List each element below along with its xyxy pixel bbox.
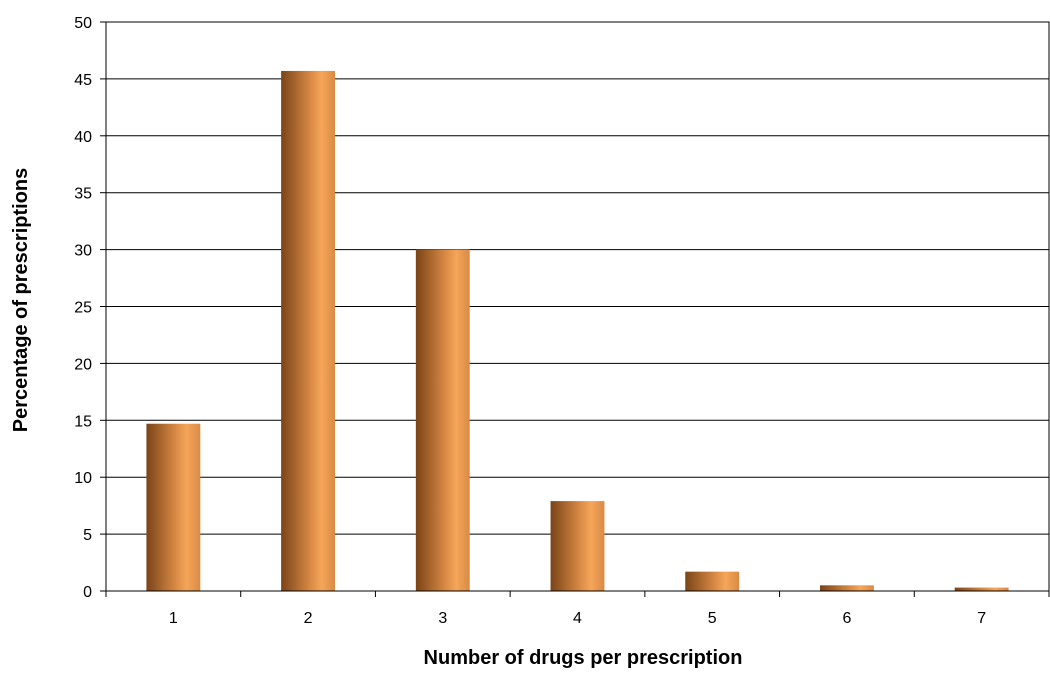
y-tick-label: 50 xyxy=(74,15,92,32)
x-tick-label: 2 xyxy=(304,610,313,627)
bar xyxy=(415,249,470,591)
y-tick-label: 20 xyxy=(74,356,92,373)
y-axis-title: Percentage of prescriptions xyxy=(10,168,32,433)
bar xyxy=(685,571,740,591)
x-tick-label: 5 xyxy=(708,610,717,627)
bar xyxy=(954,587,1009,591)
bar xyxy=(819,585,874,591)
y-tick-label: 15 xyxy=(74,413,92,430)
bars xyxy=(146,70,1009,591)
y-tick-label: 40 xyxy=(74,129,92,146)
y-tick-label: 25 xyxy=(74,300,92,317)
y-tick-label: 45 xyxy=(74,72,92,89)
x-tick-label: 3 xyxy=(438,610,447,627)
y-tick-label: 5 xyxy=(83,527,92,544)
bar xyxy=(146,423,201,591)
x-tick-label: 1 xyxy=(169,610,178,627)
y-tick-label: 10 xyxy=(74,470,92,487)
y-tick-label: 30 xyxy=(74,243,92,260)
y-tick-label: 0 xyxy=(83,584,92,601)
bar xyxy=(550,501,605,591)
bar xyxy=(281,70,336,591)
x-tick-labels: 1 2 3 4 5 6 7 xyxy=(169,610,986,627)
x-tick-label: 7 xyxy=(977,610,986,627)
y-tick-label: 35 xyxy=(74,186,92,203)
axes xyxy=(100,21,1050,597)
x-tick-label: 4 xyxy=(573,610,582,627)
x-axis-title: Number of drugs per prescription xyxy=(424,647,743,668)
x-tick-label: 6 xyxy=(842,610,851,627)
plot-border xyxy=(105,21,1050,592)
y-tick-labels: 0 5 10 15 20 25 30 35 40 45 50 xyxy=(74,15,92,601)
gridlines xyxy=(106,21,1049,535)
